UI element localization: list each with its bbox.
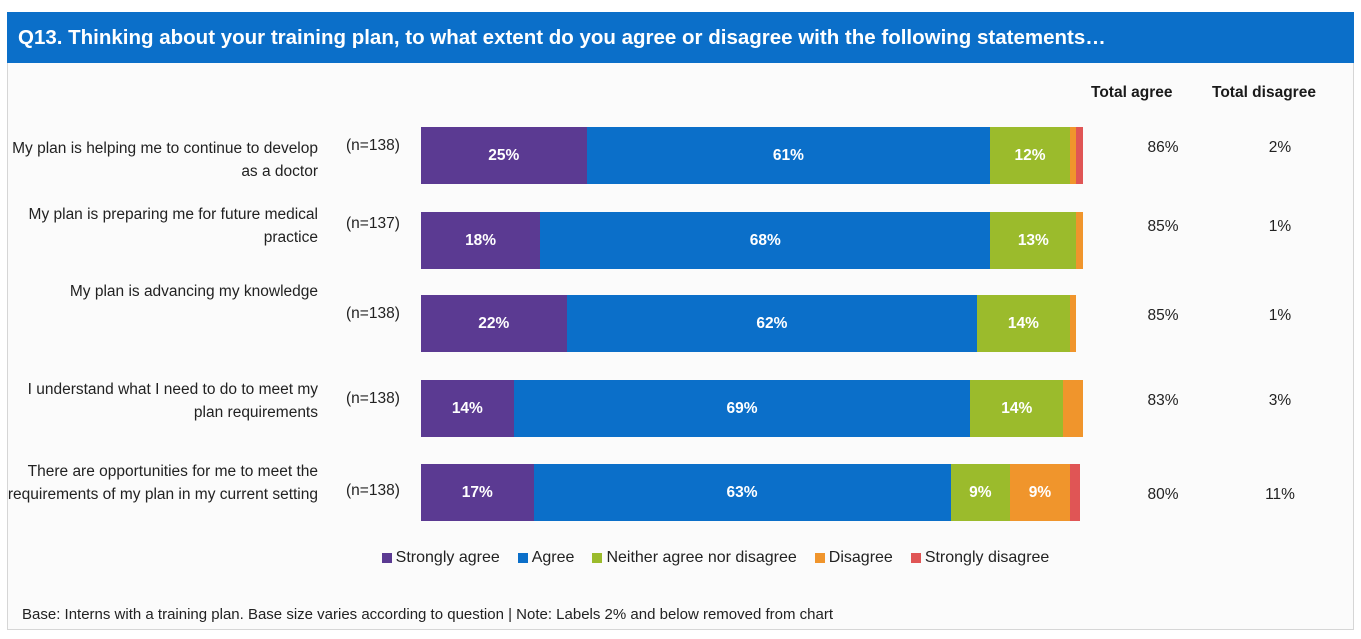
total-disagree-value: 11% [1265, 486, 1295, 503]
bar-segment: 17% [421, 464, 534, 521]
total-agree-value: 83% [1147, 392, 1179, 409]
data-label: 13% [1017, 231, 1049, 249]
category-label: There are opportunities for me to meet t… [7, 463, 318, 503]
stacked-bar: 14% 69% 14% [421, 380, 1083, 437]
bar-segment [1069, 464, 1080, 521]
legend-label: Strongly disagree [924, 549, 1050, 566]
bar-segment [1069, 295, 1077, 352]
bar-segment [1076, 212, 1083, 269]
bar-segment: 25% [421, 127, 587, 184]
base-size-label: (n=137) [346, 215, 400, 232]
stacked-bar: 22% 62% 14% [421, 295, 1077, 352]
bar-segment: 9% [1010, 464, 1070, 521]
data-label: 18% [465, 231, 497, 249]
page-title: Q13. Thinking about your training plan, … [7, 12, 1354, 63]
total-agree-value: 86% [1147, 139, 1179, 156]
legend: Strongly agree Agree Neither agree nor dis… [0, 549, 1361, 567]
footnote: Base: Interns with a training plan. Base… [22, 606, 833, 623]
bar-segment: 14% [970, 380, 1064, 437]
bar-segment: 69% [513, 380, 971, 437]
data-label: 14% [1001, 399, 1033, 417]
stacked-bar: 25% 61% 12% [421, 127, 1083, 184]
bar-segment: 68% [540, 212, 991, 269]
data-label: 22% [478, 314, 510, 332]
legend-swatch [592, 553, 603, 563]
stacked-bar: 17% 63% 9% 9% [421, 464, 1080, 521]
total-agree-header: Total agree [1091, 84, 1173, 101]
bar-segment: 9% [950, 464, 1011, 521]
data-label: 63% [726, 483, 758, 501]
total-disagree-value: 3% [1268, 392, 1292, 409]
legend-label: Neither agree nor disagree [606, 549, 797, 566]
data-label: 14% [1007, 314, 1039, 332]
data-label: 14% [451, 399, 483, 417]
data-label: 69% [726, 399, 758, 417]
bar-segment [1063, 380, 1083, 437]
data-label: 12% [1014, 146, 1046, 164]
bar-segment [1069, 127, 1077, 184]
stacked-bar: 18% 68% 13% [421, 212, 1083, 269]
legend-item: Disagree [814, 549, 893, 567]
legend-item: Neither agree nor disagree [592, 549, 797, 567]
legend-item: Strongly disagree [910, 549, 1050, 567]
total-agree-value: 85% [1147, 307, 1179, 324]
base-size-label: (n=138) [346, 305, 400, 322]
legend-label: Agree [531, 549, 575, 566]
total-disagree-value: 1% [1268, 218, 1292, 235]
bar-segment: 62% [566, 295, 978, 352]
total-disagree-value: 2% [1268, 139, 1292, 156]
legend-item: Strongly agree [381, 549, 500, 567]
bar-segment: 18% [421, 212, 541, 269]
category-label: My plan is advancing my knowledge [69, 283, 318, 300]
legend-label: Strongly agree [395, 549, 500, 566]
total-disagree-value: 1% [1268, 307, 1292, 324]
base-size-label: (n=138) [346, 390, 400, 407]
base-size-label: (n=138) [346, 137, 400, 154]
base-size-label: (n=138) [346, 482, 400, 499]
data-label: 9% [1028, 483, 1052, 501]
legend-swatch [517, 553, 528, 563]
data-label: 17% [461, 483, 493, 501]
total-agree-value: 80% [1147, 486, 1179, 503]
total-disagree-header: Total disagree [1212, 84, 1316, 101]
data-label: 9% [969, 483, 992, 501]
bar-segment [1076, 127, 1083, 184]
legend-swatch [381, 553, 392, 563]
legend-swatch [910, 553, 921, 563]
category-label: I understand what I need to do to meet m… [27, 381, 318, 421]
bar-segment: 14% [421, 380, 514, 437]
data-label: 68% [749, 231, 781, 249]
bar-segment: 13% [990, 212, 1077, 269]
legend-swatch [814, 553, 825, 563]
data-label: 62% [756, 314, 788, 332]
bar-segment: 61% [586, 127, 991, 184]
legend-label: Disagree [828, 549, 893, 566]
legend-item: Agree [517, 549, 575, 567]
category-label: My plan is preparing me for future medic… [28, 206, 318, 246]
bar-segment: 14% [977, 295, 1070, 352]
data-label: 61% [772, 146, 804, 164]
bar-segment: 12% [990, 127, 1070, 184]
bar-segment: 63% [533, 464, 951, 521]
bar-segment: 22% [421, 295, 567, 352]
total-agree-value: 85% [1147, 218, 1179, 235]
category-label: My plan is helping me to continue to dev… [12, 140, 318, 180]
data-label: 25% [488, 146, 520, 164]
